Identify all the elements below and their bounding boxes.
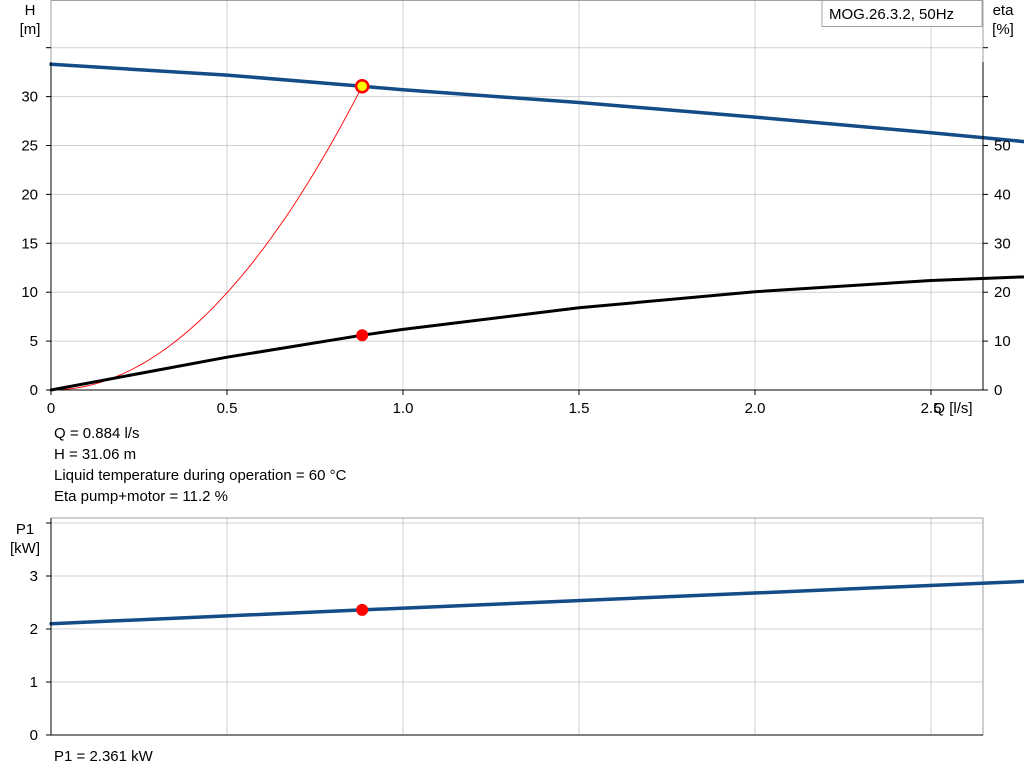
operating-point-info: Q = 0.884 l/s H = 31.06 m Liquid tempera… bbox=[54, 423, 346, 507]
y2-axis-label-eta-unit: [%] bbox=[992, 21, 1014, 38]
y2-tick-label: 20 bbox=[994, 284, 1011, 301]
head-curve-operating bbox=[49, 62, 1024, 144]
temperature-readout: Liquid temperature during operation = 60… bbox=[54, 467, 347, 484]
y2-tick-label: 30 bbox=[994, 235, 1011, 252]
title-box: MOG.26.3.2, 50Hz bbox=[821, 0, 983, 27]
duty-point-efficiency-marker bbox=[356, 329, 369, 342]
head-chart-curves bbox=[49, 62, 1024, 392]
x-tick-label: 0 bbox=[47, 400, 55, 417]
head-readout: H = 31.06 m bbox=[54, 446, 137, 463]
y-tick-label: 5 bbox=[30, 333, 38, 350]
y-tick-label: 10 bbox=[21, 284, 38, 301]
duty-point-head-marker bbox=[354, 78, 370, 94]
head-chart-grid bbox=[51, 1, 983, 390]
efficiency-readout: Eta pump+motor = 11.2 % bbox=[54, 488, 228, 505]
chart-title: MOG.26.3.2, 50Hz bbox=[829, 6, 954, 23]
power-y-tick-label: 0 bbox=[30, 727, 38, 744]
y-tick-label: 30 bbox=[21, 89, 38, 106]
x-tick-label: 2.5 bbox=[921, 400, 942, 417]
head-chart-frame bbox=[50, 0, 984, 391]
flow-readout: Q = 0.884 l/s bbox=[54, 425, 140, 442]
y2-tick-label: 50 bbox=[994, 138, 1011, 155]
power-chart-curves bbox=[49, 579, 1024, 626]
power-info: P1 = 2.361 kW bbox=[54, 746, 153, 767]
x-tick-label: 1.5 bbox=[569, 400, 590, 417]
power-axis-label: P1 bbox=[16, 521, 34, 538]
power-chart-ticks: 0 1 2 3 bbox=[30, 518, 983, 744]
x-axis-label: Q [l/s] bbox=[933, 400, 972, 417]
power-axis-label-unit: [kW] bbox=[10, 540, 40, 557]
y-axis-label-h-unit: [m] bbox=[20, 21, 41, 38]
power-chart-frame bbox=[50, 517, 984, 736]
y-tick-label: 25 bbox=[21, 138, 38, 155]
x-tick-label: 0.5 bbox=[217, 400, 238, 417]
power-y-tick-label: 3 bbox=[30, 568, 38, 585]
y2-tick-label: 0 bbox=[994, 382, 1002, 399]
duty-point-power-marker bbox=[356, 603, 369, 616]
y2-tick-label: 40 bbox=[994, 186, 1011, 203]
y-tick-label: 15 bbox=[21, 235, 38, 252]
efficiency-curve-operating bbox=[49, 275, 1024, 392]
power-y-tick-label: 1 bbox=[30, 674, 38, 691]
head-chart-ticks: 00.51.01.52.02.53.03.54.04.5051015202530… bbox=[21, 47, 1011, 417]
power-chart-grid bbox=[51, 518, 983, 735]
y2-axis-label-eta: eta bbox=[993, 2, 1015, 19]
y-tick-label: 20 bbox=[21, 186, 38, 203]
y-axis-label-h: H bbox=[25, 2, 36, 19]
power-readout: P1 = 2.361 kW bbox=[54, 748, 153, 765]
power-y-tick-label: 2 bbox=[30, 621, 38, 638]
x-tick-label: 2.0 bbox=[745, 400, 766, 417]
x-tick-label: 1.0 bbox=[393, 400, 414, 417]
y2-tick-label: 10 bbox=[994, 333, 1011, 350]
y-tick-label: 0 bbox=[30, 382, 38, 399]
system-curve bbox=[50, 85, 363, 391]
